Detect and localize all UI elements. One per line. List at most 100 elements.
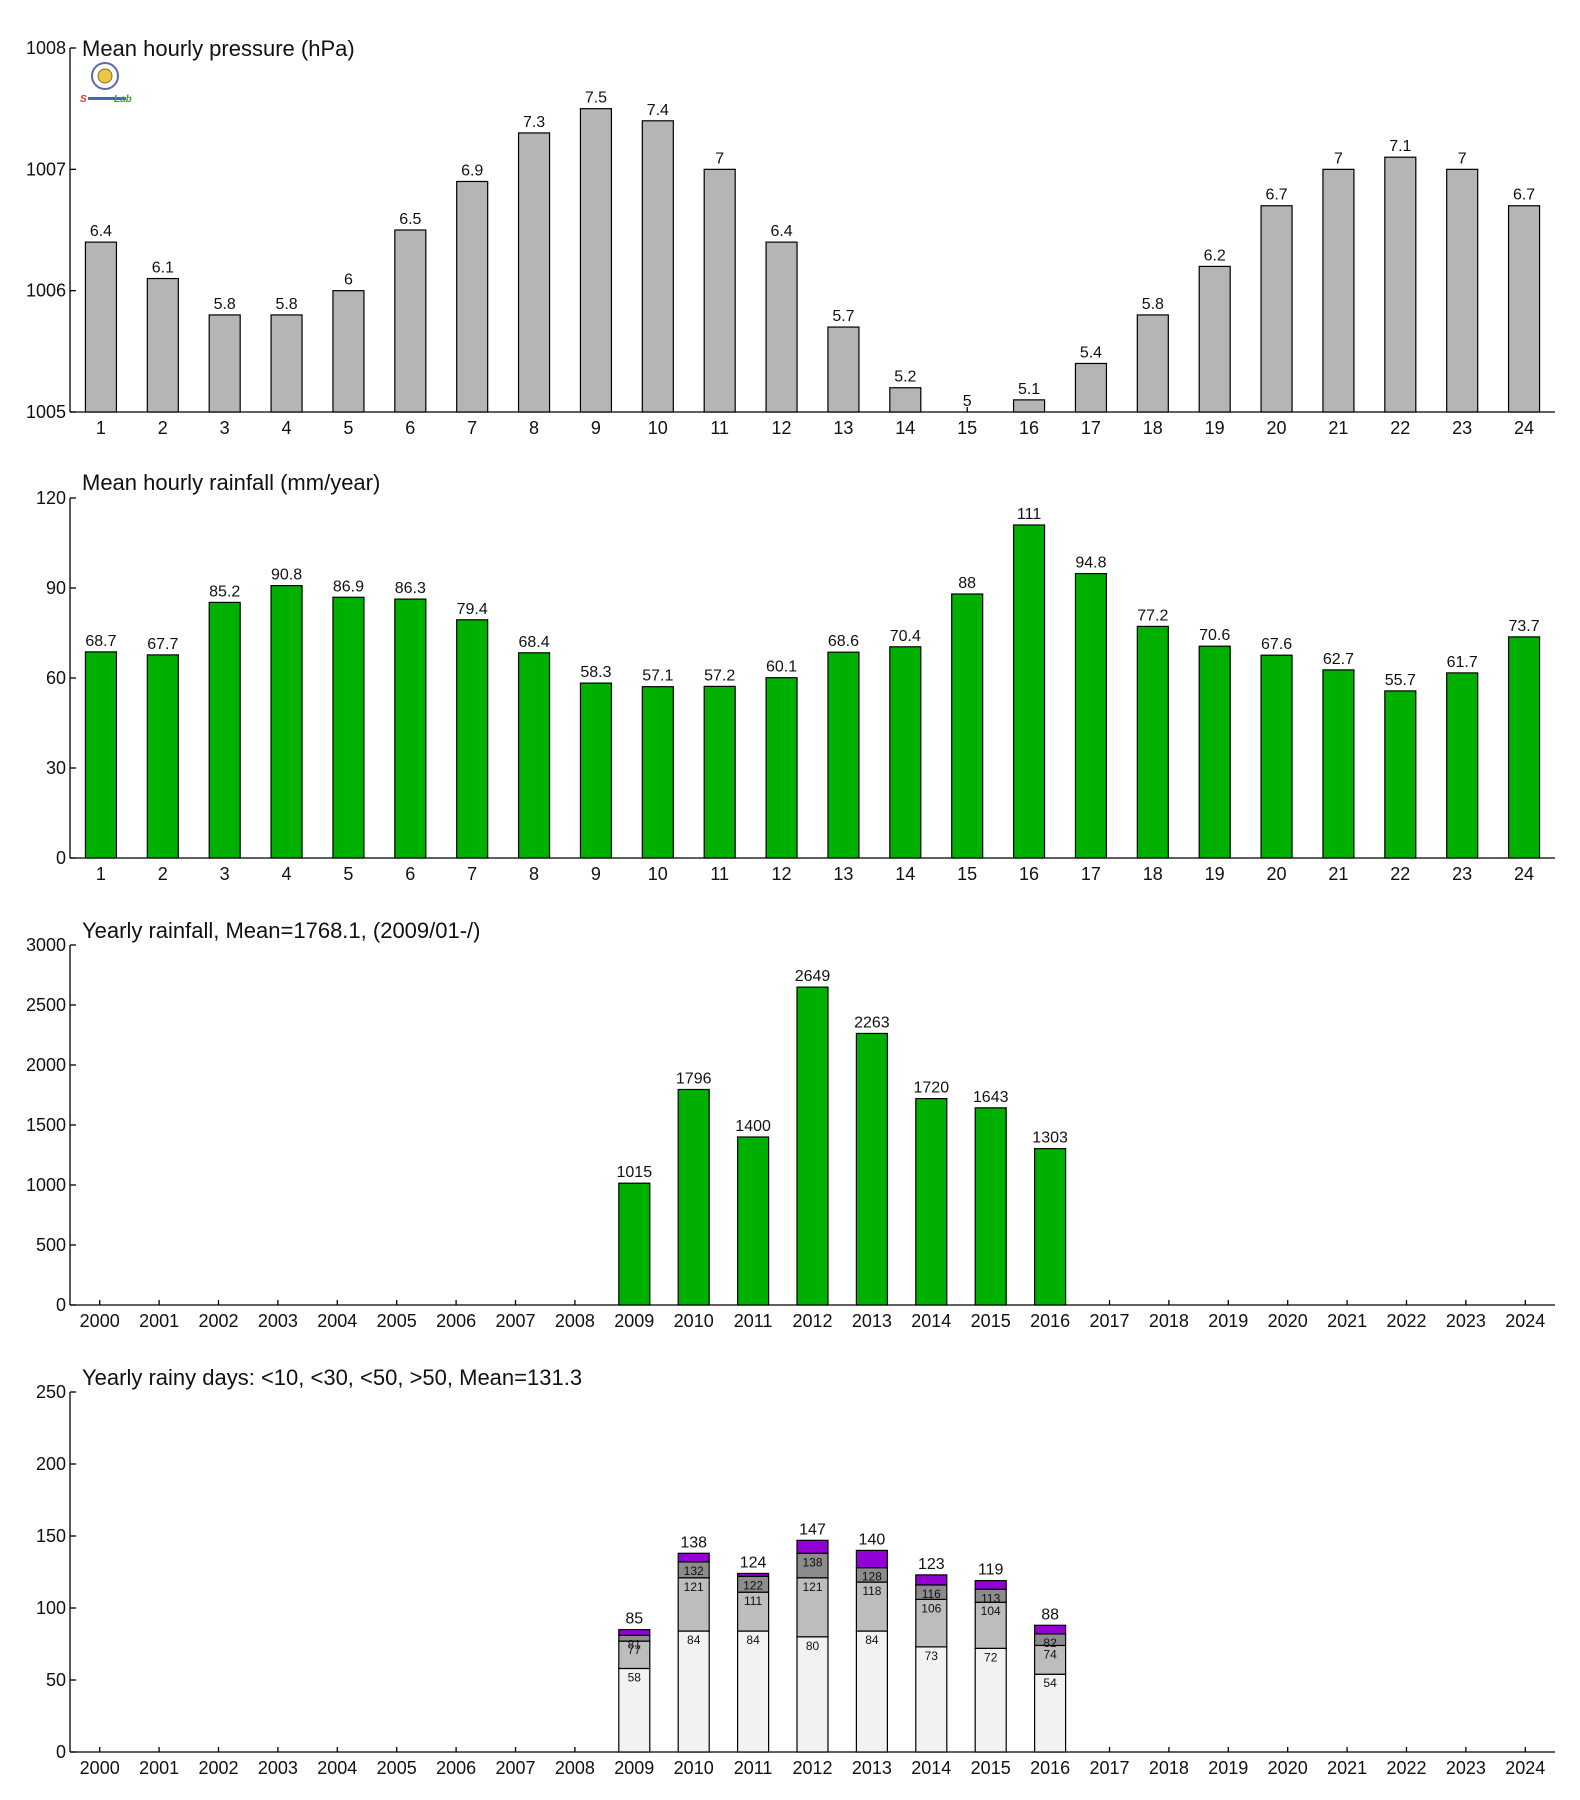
bar-total-label: 140: [859, 1531, 886, 1548]
bar-value-label: 6.9: [461, 162, 483, 179]
y-tick-label: 500: [36, 1235, 66, 1255]
bar-value-label: 1303: [1032, 1130, 1068, 1147]
bar-value-label: 6.4: [770, 223, 792, 240]
segment-label: 82: [1043, 1636, 1057, 1650]
segment-label: 84: [687, 1633, 701, 1647]
x-tick-label: 2006: [436, 1758, 476, 1778]
x-tick-label: 2000: [80, 1311, 120, 1331]
bar: [1507, 636, 1541, 859]
y-tick-label: 1500: [26, 1115, 66, 1135]
x-tick-label: 13: [833, 418, 853, 438]
bar: [677, 1088, 710, 1306]
x-tick-label: 12: [772, 418, 792, 438]
bar: [618, 1182, 651, 1306]
x-tick-label: 14: [895, 864, 915, 884]
x-tick-label: 20: [1267, 864, 1287, 884]
bar: [517, 132, 551, 413]
x-tick-label: 11: [710, 864, 729, 884]
y-tick-label: 2500: [26, 995, 66, 1015]
x-tick-label: 9: [591, 864, 601, 884]
bar: [270, 314, 303, 413]
logo-text-right: Lab: [114, 94, 132, 105]
x-tick-label: 2001: [139, 1758, 179, 1778]
y-tick-label: 250: [36, 1382, 66, 1402]
y-tick-label: 90: [46, 578, 66, 598]
chart-title: Mean hourly rainfall (mm/year): [82, 470, 380, 495]
x-tick-label: 2015: [971, 1311, 1011, 1331]
segment-label: 84: [865, 1633, 879, 1647]
segment-lt10: [974, 1647, 1007, 1753]
segment-lt10: [618, 1667, 651, 1753]
bar: [332, 290, 365, 413]
x-tick-label: 2002: [198, 1311, 238, 1331]
bar-value-label: 88: [958, 575, 976, 592]
bar: [1260, 654, 1293, 859]
bar-value-label: 5.2: [894, 369, 916, 386]
bar: [394, 229, 427, 413]
x-tick-label: 2006: [436, 1311, 476, 1331]
bar-value-label: 2649: [795, 968, 831, 985]
bar-value-label: 6.4: [90, 223, 112, 240]
bar-value-label: 90.8: [271, 567, 302, 584]
bar-value-label: 68.4: [518, 634, 549, 651]
x-tick-label: 2020: [1268, 1311, 1308, 1331]
segment-gt50: [677, 1552, 710, 1563]
bar: [889, 387, 922, 413]
x-tick-label: 16: [1019, 864, 1039, 884]
bar: [579, 108, 613, 413]
x-tick-label: 2007: [495, 1311, 535, 1331]
segment-lt30: [974, 1601, 1007, 1649]
segment-label: 121: [802, 1580, 822, 1594]
y-tick-label: 1008: [26, 38, 66, 58]
x-tick-label: 2018: [1149, 1311, 1189, 1331]
x-tick-label: 2017: [1089, 1311, 1129, 1331]
x-tick-label: 5: [343, 418, 353, 438]
segment-label: 128: [862, 1570, 882, 1584]
x-tick-label: 2012: [792, 1311, 832, 1331]
bar-value-label: 1643: [973, 1089, 1009, 1106]
y-tick-label: 1005: [26, 402, 66, 422]
x-tick-label: 3: [220, 864, 230, 884]
bar-value-label: 86.9: [333, 578, 364, 595]
bar-value-label: 7.1: [1389, 138, 1411, 155]
segment-label: 116: [922, 1587, 941, 1601]
bar: [208, 601, 241, 859]
bar-value-label: 7: [1334, 150, 1343, 167]
bar: [1446, 168, 1479, 413]
bar: [641, 686, 674, 859]
bar: [84, 651, 118, 859]
bar: [827, 651, 860, 859]
segment-label: 132: [684, 1564, 704, 1578]
x-tick-label: 9: [591, 418, 601, 438]
x-tick-label: 2005: [377, 1311, 417, 1331]
x-tick-label: 8: [529, 418, 539, 438]
x-tick-label: 23: [1452, 418, 1472, 438]
bar-value-label: 67.6: [1261, 636, 1292, 653]
bar: [974, 1107, 1007, 1306]
bar: [146, 277, 179, 413]
bar: [332, 596, 365, 859]
bar-value-label: 7.5: [585, 90, 607, 107]
bar-value-label: 5.7: [832, 308, 854, 325]
x-tick-label: 2021: [1327, 1758, 1367, 1778]
x-tick-label: 2000: [80, 1758, 120, 1778]
x-tick-label: 22: [1390, 864, 1410, 884]
bar: [641, 120, 674, 413]
segment-label: 118: [862, 1584, 881, 1598]
bar-value-label: 94.8: [1075, 555, 1106, 572]
x-tick-label: 2023: [1446, 1758, 1486, 1778]
bar-value-label: 61.7: [1447, 654, 1478, 671]
x-tick-label: 2019: [1208, 1311, 1248, 1331]
y-tick-label: 100: [36, 1598, 66, 1618]
x-tick-label: 2: [158, 418, 168, 438]
x-tick-label: 2023: [1446, 1311, 1486, 1331]
bar-value-label: 1720: [914, 1080, 950, 1097]
bar: [1074, 572, 1108, 859]
logo: S Lab: [80, 62, 132, 105]
bar-value-label: 79.4: [457, 601, 488, 618]
bar: [270, 584, 303, 859]
bar: [517, 652, 551, 859]
x-tick-label: 8: [529, 864, 539, 884]
x-tick-label: 7: [467, 864, 477, 884]
bar: [796, 986, 829, 1306]
